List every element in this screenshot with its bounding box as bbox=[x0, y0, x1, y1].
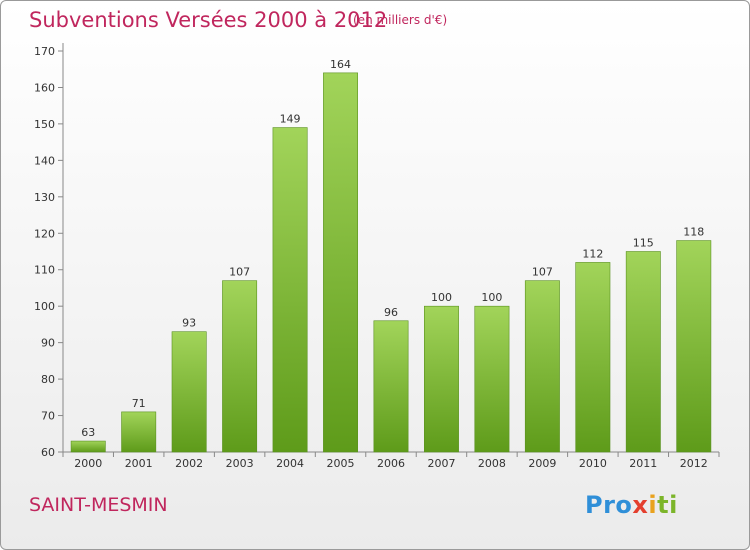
bar-2002 bbox=[171, 331, 207, 453]
x-tick-label-2011: 2011 bbox=[629, 457, 657, 470]
value-label-2000: 63 bbox=[81, 426, 95, 439]
bar-2004 bbox=[272, 127, 308, 453]
x-tick-label-2002: 2002 bbox=[175, 457, 203, 470]
chart-axes: 60 70 80 90 100 110 120 130 140 150 160 170 2000 2001… bbox=[34, 43, 720, 470]
x-tick-label-2006: 2006 bbox=[377, 457, 405, 470]
x-tick-label-2001: 2001 bbox=[125, 457, 153, 470]
bar-2003 bbox=[222, 280, 258, 453]
bar-2011 bbox=[625, 251, 661, 453]
chart-title: Subventions Versées 2000 à 2012 bbox=[29, 8, 388, 32]
x-tick-label-2007: 2007 bbox=[427, 457, 455, 470]
value-label-2003: 107 bbox=[229, 266, 250, 279]
x-tick-label-2005: 2005 bbox=[327, 457, 355, 470]
y-tick-label: 80 bbox=[41, 373, 55, 386]
y-tick-label: 150 bbox=[34, 118, 55, 131]
x-tick-label-2000: 2000 bbox=[74, 457, 102, 470]
x-tick-label-2008: 2008 bbox=[478, 457, 506, 470]
x-tick-label-2009: 2009 bbox=[528, 457, 556, 470]
bar-2010 bbox=[575, 262, 611, 453]
bar-2012 bbox=[676, 240, 712, 453]
bar-2007 bbox=[424, 305, 459, 453]
x-tick-label-2010: 2010 bbox=[579, 457, 607, 470]
y-tick-label: 110 bbox=[34, 264, 55, 277]
logo-part-1: Pro bbox=[585, 491, 633, 519]
value-label-2011: 115 bbox=[633, 237, 654, 250]
chart-bars bbox=[70, 72, 712, 453]
value-label-2007: 100 bbox=[431, 291, 452, 304]
value-label-2009: 107 bbox=[532, 266, 553, 279]
value-label-2012: 118 bbox=[683, 226, 704, 239]
logo-part-2: x bbox=[632, 491, 649, 519]
x-tick-label-2003: 2003 bbox=[226, 457, 254, 470]
bar-2006 bbox=[373, 320, 409, 453]
proxiti-logo: Proxiti bbox=[585, 491, 678, 519]
value-label-2005: 164 bbox=[330, 58, 351, 71]
x-tick-label-2012: 2012 bbox=[680, 457, 708, 470]
y-tick-label: 100 bbox=[34, 300, 55, 313]
bar-2000 bbox=[70, 440, 106, 453]
y-tick-label: 130 bbox=[34, 191, 55, 204]
value-label-2001: 71 bbox=[132, 397, 146, 410]
y-tick-label: 170 bbox=[34, 45, 55, 58]
y-tick-label: 140 bbox=[34, 154, 55, 167]
bar-2008 bbox=[474, 305, 510, 453]
y-tick-label: 120 bbox=[34, 227, 55, 240]
chart-value-labels: 63 71 93 107 149 164 96 100 100 107 112 115 118 bbox=[81, 58, 704, 439]
commune-name: SAINT-MESMIN bbox=[29, 494, 168, 516]
y-tick-label: 70 bbox=[41, 410, 55, 423]
y-tick-label: 160 bbox=[34, 81, 55, 94]
y-tick-label: 90 bbox=[41, 337, 55, 350]
y-tick-label: 60 bbox=[41, 446, 55, 459]
value-label-2004: 149 bbox=[280, 113, 301, 126]
value-label-2010: 112 bbox=[582, 247, 603, 260]
logo-part-3: i bbox=[648, 491, 658, 519]
bar-2009 bbox=[524, 280, 560, 453]
logo-part-4: ti bbox=[657, 491, 678, 519]
chart-subtitle: (en milliers d'€) bbox=[353, 13, 448, 27]
x-tick-label-2004: 2004 bbox=[276, 457, 304, 470]
value-label-2002: 93 bbox=[182, 317, 196, 330]
value-label-2008: 100 bbox=[481, 291, 502, 304]
value-label-2006: 96 bbox=[384, 306, 398, 319]
bar-2001 bbox=[121, 411, 157, 453]
bar-2005 bbox=[323, 72, 358, 453]
